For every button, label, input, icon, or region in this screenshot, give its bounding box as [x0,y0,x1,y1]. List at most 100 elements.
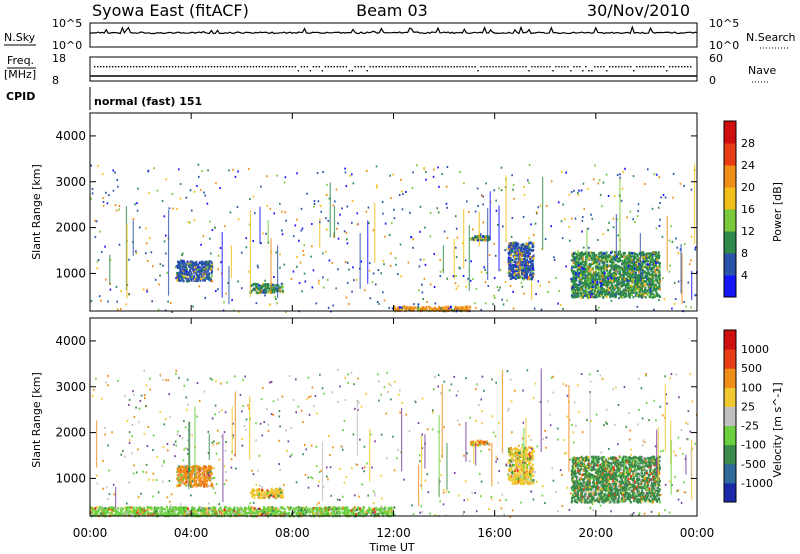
range-gate-cell [629,464,632,468]
range-gate-cell [268,291,271,294]
range-gate-cell [513,252,516,256]
range-gate-cell [607,283,610,286]
range-gate-cell [645,276,648,279]
range-gate-cell [580,464,583,467]
range-gate-cell [600,259,603,263]
range-gate-cell [589,464,592,467]
range-gate-cell [603,260,606,264]
range-gate-cell [653,481,656,485]
range-gate-cell [625,491,628,494]
range-gate-cell [266,490,269,494]
range-gate-cell [265,290,268,294]
range-gate-cell [639,492,642,496]
range-gate-cell [528,252,531,255]
range-gate-cell [114,204,117,207]
range-gate-cell [518,449,521,452]
range-gate-cell [584,469,587,472]
range-gate-cell [636,254,639,258]
range-gate-cell [648,271,651,275]
range-gate-cell [210,466,213,469]
range-gate-cell [586,466,589,470]
range-gate-cell [477,236,480,240]
range-gate-cell [275,491,278,494]
range-gate-cell [204,477,207,480]
range-gate-cell [195,263,198,266]
range-gate-cell [570,190,573,193]
range-gate-cell [189,475,192,478]
range-gate-cell [604,289,607,293]
range-gate-cell [640,482,643,486]
range-gate-cell [601,286,604,289]
range-gate-cell [601,473,604,477]
range-gate-cell [631,493,634,496]
range-gate-cell [207,484,210,488]
range-gate-cell [639,465,642,468]
range-gate-cell [612,292,615,296]
range-gate-cell [512,188,514,191]
range-gate-cell [181,252,184,255]
range-gate-cell [649,457,652,461]
nave-dot [480,66,482,68]
range-gate-cell [614,256,617,260]
range-gate-cell [200,473,203,476]
range-gate-cell [277,284,280,287]
range-gate-cell [605,251,608,254]
range-gate-cell [622,292,625,296]
range-gate-cell [596,458,599,461]
range-gate-cell [637,277,640,281]
nave-dot [189,66,192,68]
range-gate-cell [575,285,578,289]
range-gate-cell [467,210,470,213]
range-gate-cell [656,173,658,176]
range-gate-cell [512,307,515,310]
range-gate-cell [186,260,189,264]
range-gate-cell [617,458,620,462]
range-gate-cell [194,271,197,275]
range-gate-cell [612,256,615,259]
range-gate-cell [608,461,611,465]
range-gate-cell [638,266,641,269]
range-gate-cell [417,303,420,306]
colorbar-swatch [724,253,736,276]
range-gate-cell [257,266,259,269]
range-gate-cell [271,283,274,287]
range-gate-cell [662,194,665,197]
range-gate-cell [313,205,315,208]
range-gate-cell [254,493,257,497]
range-gate-cell [577,265,580,269]
range-gate-cell [446,277,448,280]
range-gate-cell [205,476,208,479]
range-gate-cell [628,260,631,264]
range-gate-cell [613,475,616,479]
range-gate-cell [630,484,633,488]
range-gate-cell [183,262,186,265]
range-gate-cell [631,280,634,283]
range-gate-cell [579,268,582,271]
range-gate-cell [194,264,197,267]
range-gate-cell [210,264,213,267]
range-gate-cell [211,484,214,488]
nave-dot [264,66,267,68]
range-gate-cell [621,296,624,299]
range-gate-cell [424,307,427,310]
nave-dot [420,66,422,68]
range-gate-cell [180,273,183,276]
range-gate-cell [203,465,206,468]
range-gate-cell [634,288,637,291]
range-gate-cell [581,495,584,499]
range-gate-cell [118,243,121,246]
range-gate-cell [516,477,519,480]
nave-tick-bottom: 0 [709,74,716,87]
range-gate-cell [657,206,660,209]
range-gate-cell [186,464,189,468]
range-gate-cell [611,469,614,472]
range-gate-cell [483,440,486,444]
range-gate-cell [448,307,451,310]
range-gate-cell [645,497,648,500]
range-gate-cell [619,491,622,495]
range-gate-cell [614,263,617,267]
range-gate-cell [592,481,595,484]
colorbar-tick-label: 24 [741,159,755,172]
range-gate-cell [606,486,609,490]
range-gate-cell [524,256,527,260]
